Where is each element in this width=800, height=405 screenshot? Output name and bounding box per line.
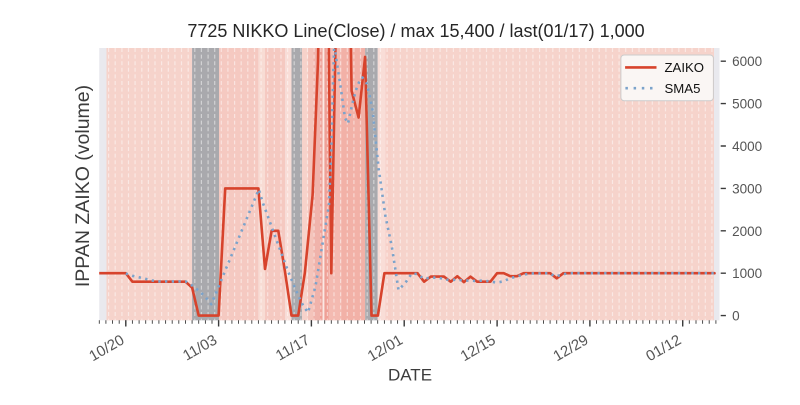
- svg-text:ZAIKO: ZAIKO: [665, 60, 705, 75]
- svg-text:5000: 5000: [732, 97, 762, 112]
- svg-text:1000: 1000: [732, 266, 762, 281]
- svg-text:SMA5: SMA5: [665, 81, 701, 96]
- svg-text:6000: 6000: [732, 54, 762, 69]
- svg-text:7725 NIKKO Line(Close) / max 1: 7725 NIKKO Line(Close) / max 15,400 / la…: [187, 21, 644, 41]
- svg-text:DATE: DATE: [388, 366, 432, 385]
- svg-text:2000: 2000: [732, 224, 762, 239]
- svg-text:4000: 4000: [732, 139, 762, 154]
- svg-text:IPPAN ZAIKO (volume): IPPAN ZAIKO (volume): [72, 85, 94, 287]
- svg-text:0: 0: [732, 309, 740, 324]
- svg-text:3000: 3000: [732, 181, 762, 196]
